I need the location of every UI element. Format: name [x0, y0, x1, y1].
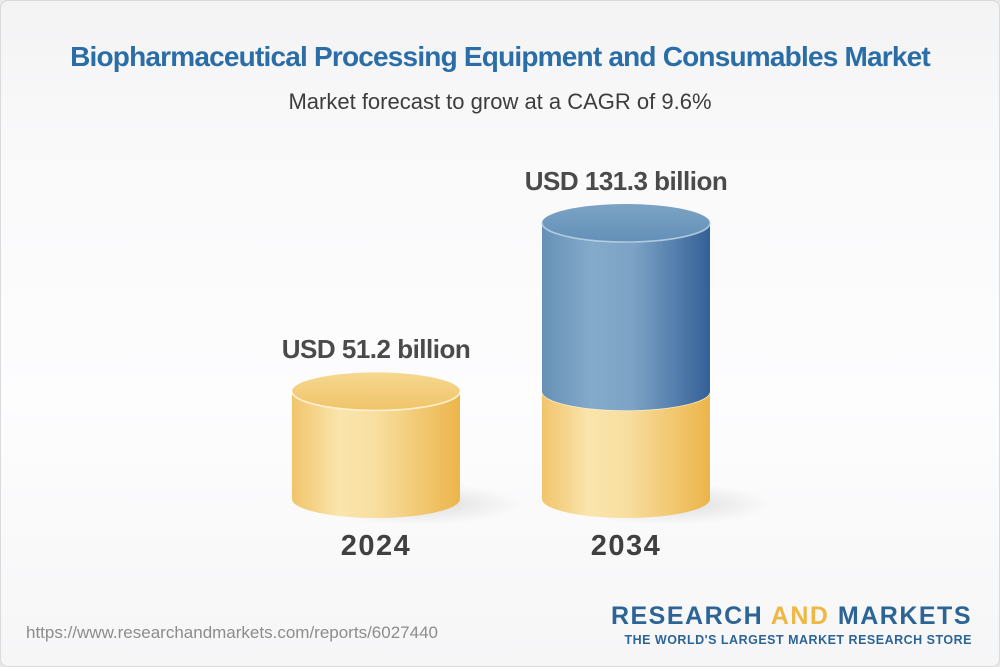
chart-title: Biopharmaceutical Processing Equipment a…	[70, 41, 931, 72]
logo-word-and: AND	[770, 602, 830, 630]
cylinder-segment-2034-blue	[542, 223, 710, 411]
logo-wordmark: RESEARCH AND MARKETS	[610, 602, 972, 631]
cylinder-segment-2024-yellow	[292, 391, 460, 518]
x-axis-label-2024: 2024	[340, 530, 412, 562]
report-url: https://www.researchandmarkets.com/repor…	[26, 623, 438, 642]
research-and-markets-logo: RESEARCH AND MARKETS THE WORLD'S LARGEST…	[610, 602, 972, 647]
bar-value-label-2024: USD 51.2 billion	[281, 334, 471, 365]
cylinder-rim-highlight	[291, 391, 461, 412]
cylinder-top-face-2024	[292, 372, 460, 411]
cylinder-segment-2034-yellow	[542, 391, 710, 518]
bar-value-label-2034: USD 131.3 billion	[524, 166, 728, 196]
chart-subtitle: Market forecast to grow at a CAGR of 9.6…	[288, 89, 712, 114]
logo-tagline: THE WORLD'S LARGEST MARKET RESEARCH STOR…	[624, 632, 972, 647]
x-axis-label-2034: 2034	[590, 530, 662, 562]
logo-word-markets: MARKETS	[837, 602, 972, 630]
logo-word-research: RESEARCH	[610, 602, 764, 630]
cylinder-top-face-2034	[542, 204, 710, 242]
cylinder-rim-highlight	[541, 222, 711, 243]
